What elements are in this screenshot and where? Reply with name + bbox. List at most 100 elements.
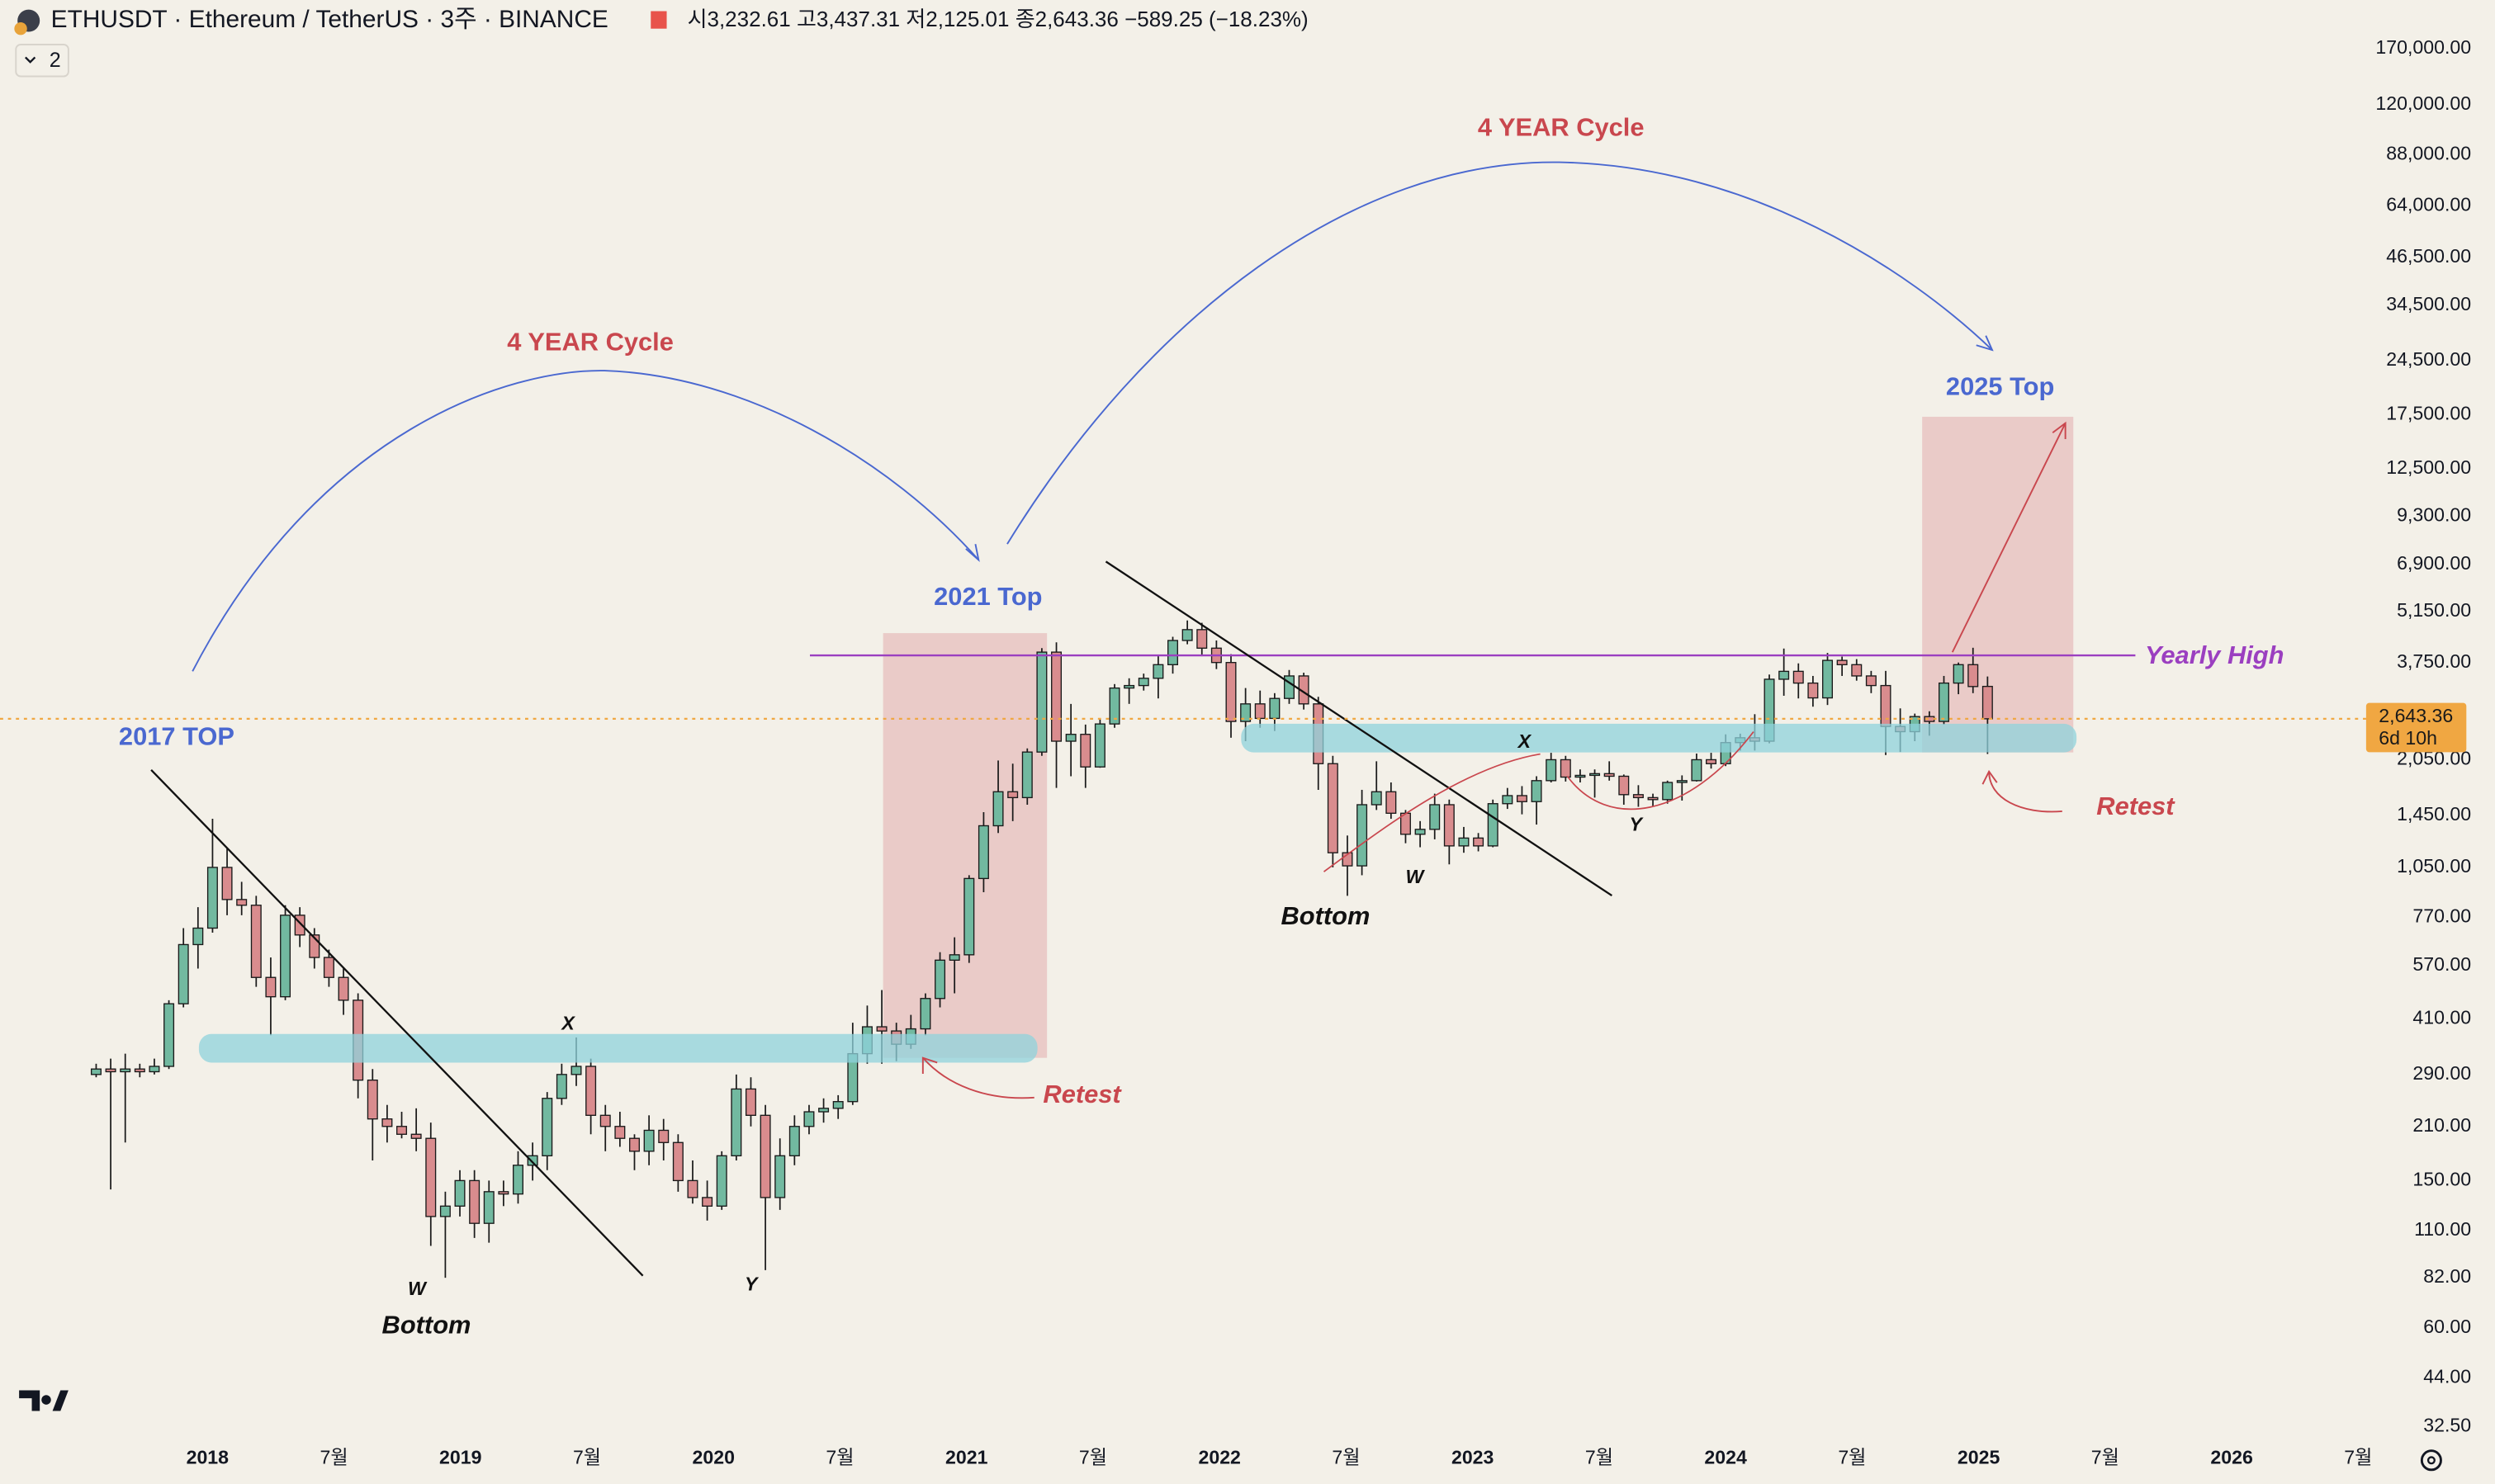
y-tick-label: 60.00: [2423, 1316, 2471, 1337]
y-tick-label: 410.00: [2412, 1006, 2471, 1028]
y-tick-label: 32.50: [2423, 1415, 2471, 1436]
candle-body: [1371, 791, 1382, 806]
ohlc-label: 시: [688, 7, 708, 31]
ohlc-value: 3,437.31: [817, 7, 900, 31]
candle-body: [1109, 687, 1120, 725]
annotation: Yearly High: [2145, 640, 2284, 669]
candle-body: [643, 1129, 655, 1152]
y-tick-label: 17,500.00: [2386, 402, 2471, 423]
top-zone: [883, 633, 1048, 1058]
candle-body: [1691, 759, 1702, 782]
candle-body: [1240, 703, 1252, 722]
annotation: Bottom: [1281, 901, 1370, 930]
indicator-count: 2: [50, 49, 61, 72]
candle-body: [1385, 791, 1397, 814]
last-price-box: [2365, 702, 2467, 753]
candle-body: [527, 1155, 538, 1166]
arrow-head: [921, 1056, 938, 1074]
candle-body: [1953, 664, 1964, 684]
wave-label: W: [408, 1278, 428, 1299]
candle-body: [1225, 662, 1237, 722]
candle-body: [1939, 682, 1949, 722]
candle-body: [788, 1126, 800, 1156]
candle-body: [250, 905, 262, 978]
candle-body: [1269, 697, 1281, 720]
candle-body: [832, 1101, 844, 1109]
wave-label: Y: [745, 1273, 760, 1294]
y-tick-label: 290.00: [2412, 1062, 2471, 1084]
y-tick-label: 770.00: [2412, 905, 2471, 927]
candle-body: [935, 959, 946, 1000]
arrow-head: [1976, 335, 1994, 352]
y-tick-label: 24,500.00: [2386, 348, 2471, 370]
candle-body: [1589, 773, 1601, 777]
annotation: Bottom: [382, 1311, 471, 1340]
candle-body: [425, 1137, 437, 1217]
candle-body: [1094, 723, 1105, 768]
ohlc-value: 2,643.36: [1035, 7, 1119, 31]
arrow-head: [2052, 421, 2067, 439]
candle-body: [556, 1074, 567, 1099]
candle-body: [280, 915, 291, 998]
candle-body: [542, 1098, 553, 1156]
candle-body: [1632, 794, 1644, 799]
candle-body: [396, 1126, 408, 1135]
x-tick-label: 7월: [1079, 1446, 1107, 1467]
candle-body: [1342, 852, 1353, 867]
y-tick-label: 46,500.00: [2386, 245, 2471, 267]
wave-label: X: [1517, 730, 1532, 752]
candle-body: [1327, 763, 1338, 853]
x-tick-label: 2019: [439, 1446, 481, 1467]
y-tick-label: 88,000.00: [2386, 142, 2471, 163]
x-tick-label: 7월: [573, 1446, 601, 1467]
candle-body: [1676, 780, 1688, 783]
candle-body: [1851, 664, 1863, 677]
tv-logo[interactable]: [19, 1390, 69, 1411]
settings-icon[interactable]: [2420, 1449, 2442, 1472]
candle-body: [105, 1068, 116, 1073]
y-tick-label: 150.00: [2412, 1168, 2471, 1189]
indicator-toggle[interactable]: [15, 44, 69, 78]
x-tick-label: 2024: [1704, 1446, 1747, 1467]
x-tick-label: 2021: [945, 1446, 988, 1467]
candle-body: [206, 867, 218, 929]
y-tick-label: 110.00: [2414, 1218, 2471, 1240]
y-tick-label: 44.00: [2423, 1366, 2471, 1387]
y-tick-label: 1,050.00: [2397, 855, 2471, 877]
y-tick-label: 3,750.00: [2397, 650, 2471, 672]
candle-body: [570, 1066, 582, 1075]
arrow-head: [965, 543, 980, 563]
x-tick-label: 2026: [2210, 1446, 2253, 1467]
x-tick-label: 2020: [693, 1446, 735, 1467]
candle-body: [920, 998, 931, 1030]
candle-body: [454, 1179, 466, 1207]
y-tick-label: 120,000.00: [2375, 92, 2471, 114]
y-tick-label: 9,300.00: [2397, 504, 2471, 526]
candle-body: [803, 1111, 815, 1127]
candle-body: [1443, 804, 1455, 847]
candle-body: [221, 867, 233, 900]
candle-body: [1051, 651, 1063, 742]
candle-body: [1792, 670, 1804, 684]
x-tick-label: 2025: [1958, 1446, 2000, 1467]
candle-body: [236, 899, 248, 906]
candle-body: [1254, 703, 1266, 720]
overlay: 2018 7월 2019 7월 2020 7월 2021 7월 2022 7월 2023 7월 2024…: [0, 36, 2471, 1467]
candle-body: [818, 1108, 830, 1113]
cycle-arc: [192, 370, 980, 672]
candle-body: [1778, 670, 1790, 680]
y-tick-label: 6,900.00: [2397, 552, 2471, 574]
candle-body: [1836, 659, 1848, 665]
arrow-head: [1981, 769, 1998, 785]
x-tick-label: 7월: [1838, 1446, 1866, 1467]
candle-body: [1560, 759, 1571, 778]
candle-body: [1153, 664, 1164, 679]
target-arrow: [1951, 423, 2067, 653]
annotation: Retest: [1043, 1080, 1122, 1108]
candle-body: [163, 1003, 175, 1067]
trend-line: [1105, 560, 1612, 897]
candle-body: [1574, 774, 1586, 778]
countdown: 6d 10h: [2379, 727, 2437, 749]
x-tick-label: 2023: [1451, 1446, 1494, 1467]
y-tick-label: 570.00: [2412, 953, 2471, 975]
